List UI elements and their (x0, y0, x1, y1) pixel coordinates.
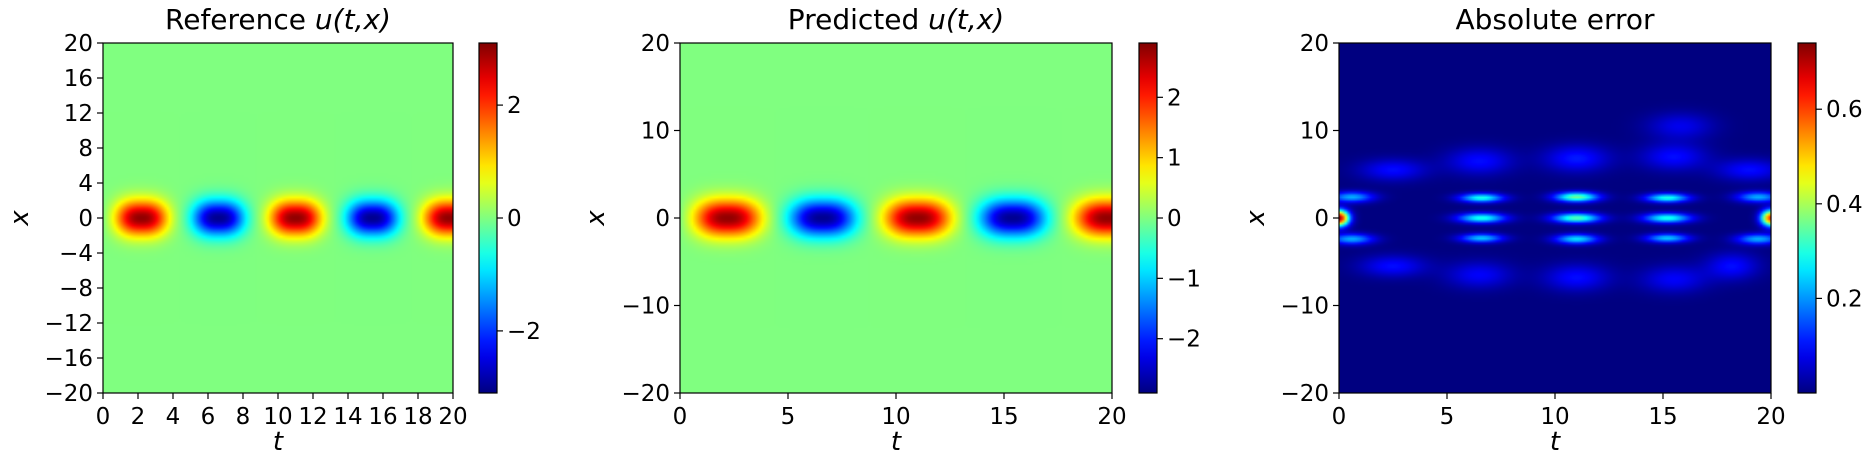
y-tick-label: 20 (64, 31, 93, 57)
colorbar-tick-label: −2 (507, 319, 541, 345)
x-tick-label: 20 (438, 404, 467, 430)
colorbar-tick-label: 1 (1167, 146, 1182, 172)
x-tick-label: 8 (236, 404, 251, 430)
y-tick-label: −12 (44, 311, 93, 337)
y-axis-label: x (581, 210, 611, 227)
chart-title: Predicted u(t,x) (788, 3, 1004, 36)
y-tick-label: −8 (59, 276, 93, 302)
x-tick-label: 15 (1648, 404, 1677, 430)
y-tick-label: 8 (78, 136, 93, 162)
colorbar-tick-label: −1 (1167, 266, 1201, 292)
heatmap-image (1339, 43, 1771, 393)
x-axis-label: t (891, 427, 902, 457)
x-tick-label: 14 (333, 404, 362, 430)
y-tick-label: −16 (44, 346, 93, 372)
y-tick-label: −4 (59, 241, 93, 267)
colorbar-scale (478, 42, 498, 394)
y-tick-label: −10 (621, 294, 670, 320)
y-tick-label: −20 (44, 381, 93, 407)
colorbar-tick-label: 2 (1167, 85, 1182, 111)
x-tick-label: 5 (781, 404, 796, 430)
y-tick-label: 0 (1314, 206, 1329, 232)
colorbar-tick-label: −2 (1167, 327, 1201, 353)
y-tick-label: −20 (1280, 381, 1329, 407)
chart-title-math: u(t,x) (315, 3, 391, 36)
heatmap-image (680, 43, 1112, 393)
x-tick-label: 16 (368, 404, 397, 430)
y-tick-label: −20 (621, 381, 670, 407)
y-tick-label: 16 (64, 66, 93, 92)
colorbar-scale (1138, 42, 1158, 394)
colorbar-tick-label: 0 (507, 206, 522, 232)
y-tick-label: 0 (655, 206, 670, 232)
x-tick-label: 10 (1540, 404, 1569, 430)
y-tick-label: 10 (641, 119, 670, 145)
y-tick-label: 20 (1300, 31, 1329, 57)
x-tick-label: 6 (201, 404, 216, 430)
x-tick-label: 15 (989, 404, 1018, 430)
colorbar: 0.2 0.4 0.6 (1797, 42, 1863, 394)
colorbar-tick-label: 0.6 (1826, 97, 1863, 123)
y-tick-label: 0 (78, 206, 93, 232)
x-tick-label: 0 (96, 404, 111, 430)
x-tick-label: 18 (403, 404, 432, 430)
x-tick-label: 0 (673, 404, 688, 430)
chart-title: Reference u(t,x) (165, 3, 391, 36)
x-axis-label: t (273, 427, 284, 457)
y-tick-label: 12 (64, 101, 93, 127)
chart-title-text: Reference (165, 3, 315, 36)
y-tick-label: 10 (1300, 119, 1329, 145)
y-axis-label: x (5, 210, 35, 227)
x-tick-label: 5 (1440, 404, 1455, 430)
colorbar-tick-label: 0 (1167, 206, 1182, 232)
x-tick-label: 20 (1756, 404, 1785, 430)
y-axis-label: x (1241, 210, 1271, 227)
x-tick-label: 12 (298, 404, 327, 430)
colorbar: −2 −1 0 1 2 (1138, 42, 1201, 394)
chart-title-math: u(t,x) (928, 3, 1004, 36)
colorbar-tick-label: 0.2 (1826, 286, 1863, 312)
x-tick-label: 20 (1097, 404, 1126, 430)
chart-title-text: Predicted (788, 3, 928, 36)
colorbar-tick-label: 2 (507, 93, 522, 119)
chart-panel-1: Reference u(t,x)0 2 4 6 8 10 12 14 16 18 20−20−16−… (5, 3, 541, 457)
y-tick-label: −10 (1280, 294, 1329, 320)
heatmap-image (103, 43, 453, 393)
colorbar: −2 0 2 (478, 42, 541, 394)
x-tick-label: 2 (131, 404, 146, 430)
chart-title-text: Absolute error (1455, 3, 1655, 36)
chart-title: Absolute error (1455, 3, 1655, 36)
x-tick-label: 10 (881, 404, 910, 430)
x-axis-label: t (1550, 427, 1561, 457)
chart-panel-2: Predicted u(t,x)0 5 10 15 20−20−1001020tx−2−… (581, 3, 1201, 457)
colorbar-tick-label: 0.4 (1826, 192, 1863, 218)
x-tick-label: 4 (166, 404, 181, 430)
y-tick-label: 20 (641, 31, 670, 57)
x-tick-label: 0 (1332, 404, 1347, 430)
y-tick-label: 4 (78, 171, 93, 197)
x-tick-label: 10 (263, 404, 292, 430)
colorbar-scale (1797, 42, 1817, 394)
